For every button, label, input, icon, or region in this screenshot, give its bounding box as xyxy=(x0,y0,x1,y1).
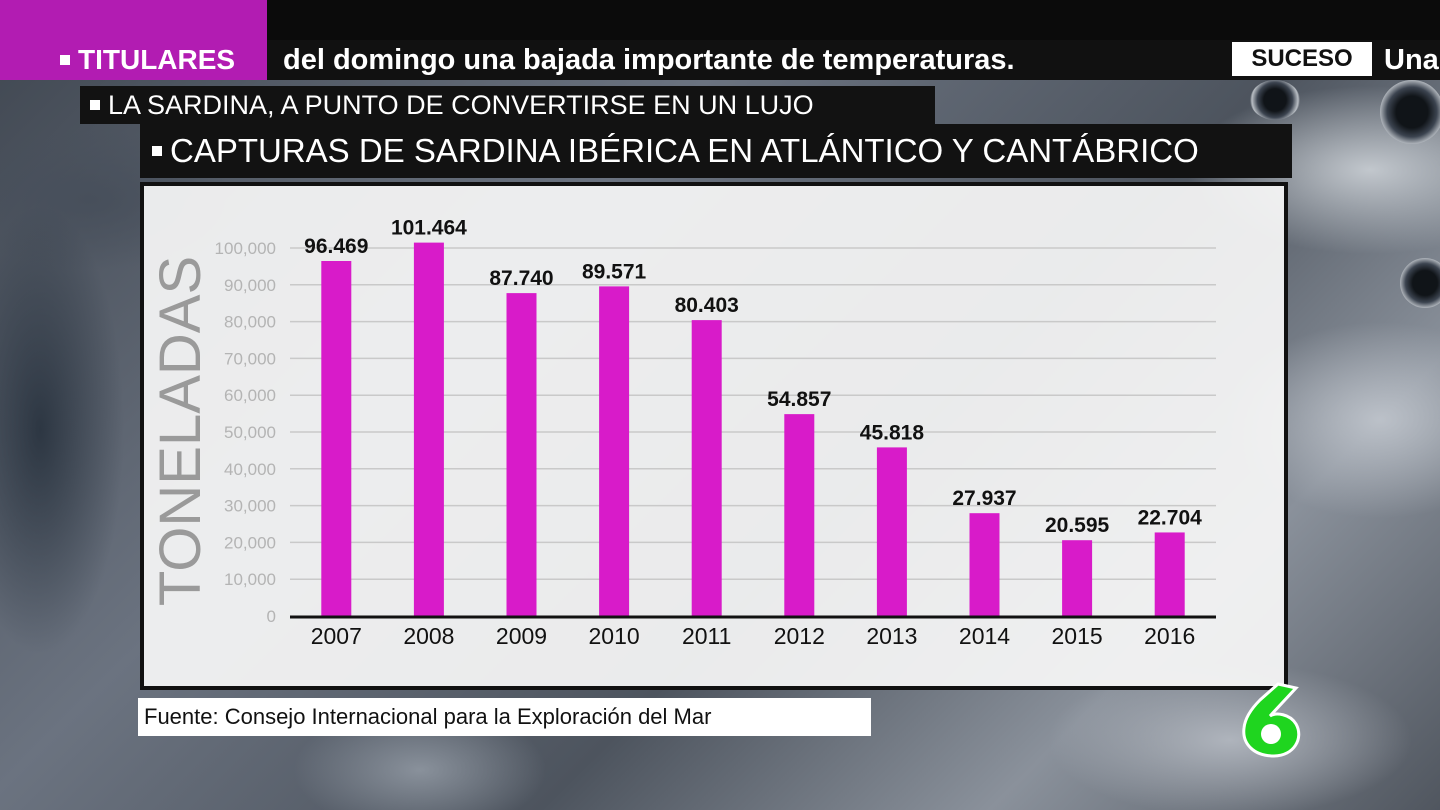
x-tick-label-2008: 2008 xyxy=(403,623,454,649)
fish-eye xyxy=(1400,258,1440,308)
headline-chart-title: CAPTURAS DE SARDINA IBÉRICA EN ATLÁNTICO… xyxy=(140,124,1292,178)
bar-2015 xyxy=(1062,540,1093,616)
y-tick-label: 0 xyxy=(267,607,276,626)
value-label-2012: 54.857 xyxy=(767,388,831,411)
bar-2009 xyxy=(506,293,537,616)
y-tick-label: 80,000 xyxy=(224,313,276,332)
chart-panel: 0 10,000 20,000 30,000 40,000 50,000 60,000 70,… xyxy=(140,182,1288,690)
value-label-2015: 20.595 xyxy=(1045,514,1110,537)
fish-eye xyxy=(1250,80,1300,120)
value-label-2007: 96.469 xyxy=(304,235,368,258)
value-label-2013: 45.818 xyxy=(860,421,925,444)
value-label-2014: 27.937 xyxy=(952,487,1016,510)
bar-2008 xyxy=(413,242,444,616)
ticker-tag: TITULARES xyxy=(60,42,235,78)
value-label-2008: 101.464 xyxy=(391,217,467,240)
x-tick-label-2012: 2012 xyxy=(774,623,825,649)
y-tick-label: 90,000 xyxy=(224,276,276,295)
y-tick-labels: 0 10,000 20,000 30,000 40,000 50,000 60,000 70,… xyxy=(215,239,276,626)
y-tick-label: 100,000 xyxy=(215,239,276,258)
bar-2014 xyxy=(969,513,1000,616)
x-tick-label-2007: 2007 xyxy=(311,623,362,649)
channel-6-logo-icon xyxy=(1242,682,1301,758)
bar-2007 xyxy=(321,260,352,616)
x-tick-label-2013: 2013 xyxy=(866,623,917,649)
bar-chart: 0 10,000 20,000 30,000 40,000 50,000 60,000 70,… xyxy=(148,217,1216,649)
value-labels: 96.469 101.464 87.740 89.571 80.403 54.857 45.… xyxy=(304,217,1202,538)
x-tick-label-2015: 2015 xyxy=(1052,623,1103,649)
bar-2011 xyxy=(691,320,722,616)
source-caption: Fuente: Consejo Internacional para la Ex… xyxy=(138,698,871,736)
bar-2010 xyxy=(599,286,630,616)
value-label-2016: 22.704 xyxy=(1138,506,1203,529)
bullet-square-icon xyxy=(60,54,70,65)
bullet-square-icon xyxy=(152,146,162,157)
value-label-2009: 87.740 xyxy=(489,267,553,290)
y-tick-label: 40,000 xyxy=(224,460,276,479)
ticker-tag-secondary: SUCESO xyxy=(1232,42,1372,76)
x-tick-labels: 2007 2008 2009 2010 2011 2012 2013 2014 2015 2016 xyxy=(311,623,1196,649)
ticker-tag-background xyxy=(0,0,267,80)
y-tick-label: 70,000 xyxy=(224,349,276,368)
x-tick-label-2016: 2016 xyxy=(1144,623,1195,649)
bar-2012 xyxy=(784,414,815,616)
headline-primary-text: LA SARDINA, A PUNTO DE CONVERTIRSE EN UN… xyxy=(108,90,814,120)
y-tick-label: 60,000 xyxy=(224,386,276,405)
headline-primary: LA SARDINA, A PUNTO DE CONVERTIRSE EN UN… xyxy=(80,86,935,124)
x-tick-label-2009: 2009 xyxy=(496,623,547,649)
x-tick-label-2010: 2010 xyxy=(589,623,640,649)
y-tick-label: 30,000 xyxy=(224,497,276,516)
y-axis-label: TONELADAS xyxy=(148,256,213,606)
bars xyxy=(321,242,1185,616)
y-tick-label: 50,000 xyxy=(224,423,276,442)
ticker-text-secondary: Una xyxy=(1384,44,1439,76)
fish-eye xyxy=(1380,80,1440,144)
x-tick-label-2014: 2014 xyxy=(959,623,1010,649)
x-tick-label-2011: 2011 xyxy=(682,623,731,649)
headline-chart-title-text: CAPTURAS DE SARDINA IBÉRICA EN ATLÁNTICO… xyxy=(170,132,1199,169)
y-tick-label: 10,000 xyxy=(224,570,276,589)
value-label-2011: 80.403 xyxy=(675,294,739,317)
bullet-square-icon xyxy=(90,99,100,110)
bar-2013 xyxy=(876,447,907,616)
y-tick-label: 20,000 xyxy=(224,533,276,552)
ticker-text: del domingo una bajada importante de tem… xyxy=(283,44,1015,76)
ticker-tag-text: TITULARES xyxy=(78,44,236,75)
bar-2016 xyxy=(1154,532,1185,616)
value-label-2010: 89.571 xyxy=(582,260,647,283)
grid-lines xyxy=(290,247,1216,580)
